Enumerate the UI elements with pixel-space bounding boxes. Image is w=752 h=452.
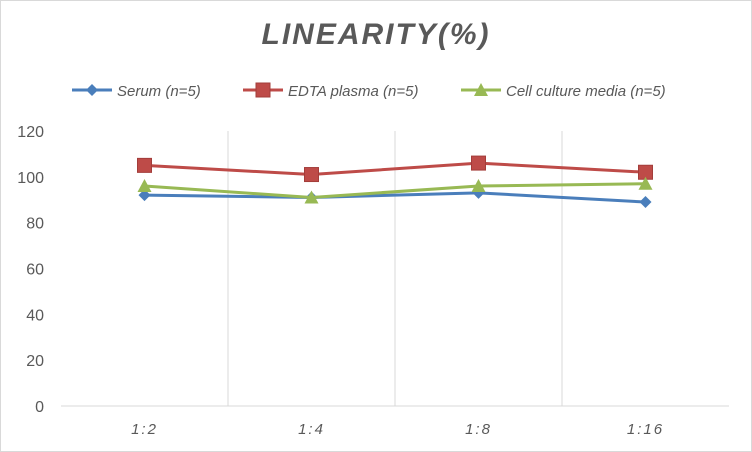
- triangle-marker: [137, 179, 152, 192]
- x-tick-label: 1:4: [298, 421, 325, 438]
- legend-label: Cell culture media (n=5): [506, 83, 666, 100]
- x-tick-label: 1:8: [465, 421, 492, 438]
- legend-label: Serum (n=5): [117, 83, 201, 100]
- x-tick-label: 1:16: [627, 421, 664, 438]
- square-marker: [471, 155, 486, 171]
- y-tick-label: 80: [26, 216, 44, 233]
- triangle-marker: [474, 83, 488, 96]
- triangle-marker: [304, 190, 319, 204]
- diamond-marker: [639, 196, 652, 209]
- y-tick-label: 60: [26, 262, 44, 279]
- y-tick-label: 0: [35, 399, 44, 416]
- square-marker: [255, 82, 271, 98]
- y-tick-label: 40: [26, 307, 44, 324]
- diamond-marker: [138, 189, 151, 202]
- square-marker: [137, 157, 152, 173]
- y-tick-label: 20: [26, 353, 44, 370]
- series-line: [144, 161, 646, 177]
- triangle-marker: [638, 176, 653, 190]
- chart-title: LINEARITY(%): [261, 18, 491, 51]
- series-line: [144, 182, 646, 199]
- x-tick-label: 1:2: [131, 421, 158, 438]
- series-line: [144, 191, 646, 204]
- legend-label: EDTA plasma (n=5): [288, 83, 418, 100]
- square-marker: [304, 167, 319, 183]
- y-tick-label: 120: [17, 124, 44, 141]
- diamond-marker: [86, 84, 98, 96]
- triangle-marker: [471, 179, 486, 192]
- y-tick-label: 100: [17, 170, 44, 187]
